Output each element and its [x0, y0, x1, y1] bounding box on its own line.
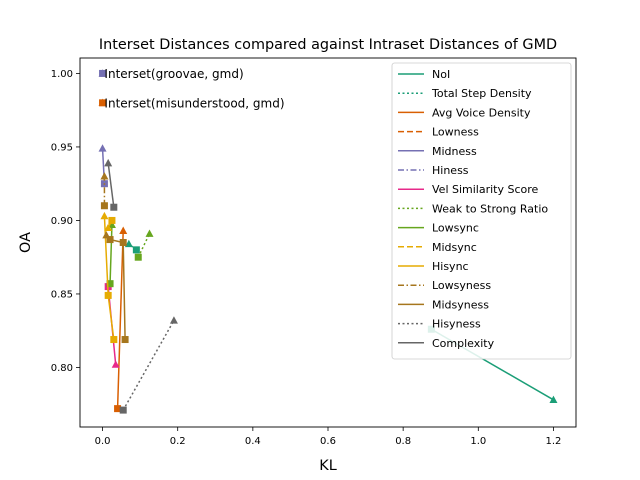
series-line — [116, 230, 124, 409]
legend-label: Hisync — [432, 260, 469, 273]
x-tick-label: 1.2 — [546, 436, 562, 447]
y-tick-label: 0.95 — [51, 143, 73, 154]
legend-entry: Vel Similarity Score — [398, 183, 539, 196]
series-7 — [134, 229, 154, 261]
series-13 — [119, 316, 178, 414]
legend-entry: Midness — [398, 145, 477, 158]
legend-label: Lowsyness — [432, 279, 491, 292]
x-axis: 0.0 0.2 0.4 0.6 0.8 1.0 1.2 — [95, 427, 562, 447]
data-point-end — [98, 98, 107, 107]
series-line — [109, 224, 113, 284]
legend-entry: Complexity — [398, 337, 495, 350]
legend-entry: Total Step Density — [398, 87, 532, 100]
annotation-label: Interset(groovae, gmd) — [104, 67, 243, 81]
data-point-start — [114, 405, 122, 413]
legend-label: Hisyness — [432, 318, 481, 331]
data-point-start — [100, 202, 108, 210]
data-point-start — [134, 253, 142, 261]
legend-entry: Midsyness — [398, 298, 489, 311]
data-point-start — [104, 291, 112, 299]
x-tick-label: 0.0 — [95, 436, 111, 447]
data-point-end — [119, 226, 128, 234]
legend-label: Vel Similarity Score — [432, 183, 539, 196]
data-point-start — [121, 336, 129, 344]
legend-label: Lowness — [432, 126, 479, 139]
x-tick-label: 0.8 — [395, 436, 411, 447]
legend-entry: Midsync — [398, 241, 477, 254]
legend-label: Midness — [432, 145, 477, 158]
legend-label: Midsyness — [432, 298, 489, 311]
data-point-end — [549, 395, 558, 404]
legend-label: Total Step Density — [431, 87, 532, 100]
legend-label: Hiness — [432, 164, 469, 177]
legend-entry: Lowsync — [398, 222, 479, 235]
legend-entry: Hisync — [398, 260, 469, 273]
y-tick-label: 0.85 — [51, 290, 73, 301]
series-12 — [102, 230, 129, 344]
data-point-end — [169, 316, 178, 324]
legend-label: Midsync — [432, 241, 477, 254]
legend-label: Lowsync — [432, 222, 479, 235]
x-tick-label: 0.6 — [320, 436, 336, 447]
series-1 — [124, 239, 140, 254]
data-point-end — [100, 172, 109, 180]
data-point-end — [107, 220, 116, 229]
y-tick-label: 0.80 — [51, 363, 73, 374]
series-5 — [98, 69, 107, 77]
y-axis-label: OA — [18, 232, 34, 253]
series-9 — [104, 216, 116, 231]
data-point-end — [124, 239, 133, 248]
series-3 — [98, 98, 107, 107]
data-point-end — [145, 229, 154, 237]
legend-entry: Lowsyness — [398, 279, 491, 292]
data-point-start — [119, 239, 127, 246]
y-tick-label: 1.00 — [51, 69, 73, 80]
series-14 — [104, 158, 118, 211]
annotations: Interset(groovae, gmd) Interset(misunders… — [104, 67, 284, 110]
y-axis: 0.80 0.85 0.90 0.95 1.00 — [51, 69, 80, 374]
series-11 — [100, 172, 109, 210]
data-point-end — [98, 144, 107, 152]
series-10 — [100, 211, 118, 344]
data-point-start — [108, 216, 116, 224]
series-2 — [114, 226, 128, 413]
series-line — [137, 233, 151, 258]
legend-entry: Weak to Strong Ratio — [398, 202, 548, 215]
data-point-start — [106, 280, 114, 288]
legend-entry: Lowness — [398, 126, 479, 139]
x-tick-label: 1.0 — [470, 436, 486, 447]
legend-entry: Avg Voice Density — [398, 106, 531, 119]
annotation-label: Interset(misunderstood, gmd) — [104, 96, 284, 110]
data-point-end — [104, 223, 113, 231]
data-point-end — [102, 230, 111, 239]
legend-entry: Hiness — [398, 164, 469, 177]
data-point-end — [100, 211, 109, 220]
x-tick-label: 0.4 — [245, 436, 261, 447]
y-tick-label: 0.90 — [51, 216, 73, 227]
data-point-end — [104, 158, 113, 167]
data-point-start — [110, 203, 118, 211]
legend-label: NoI — [432, 68, 450, 81]
legend-entry: Hisyness — [398, 318, 481, 331]
legend-box — [391, 62, 572, 360]
legend-label: Weak to Strong Ratio — [432, 202, 548, 215]
chart-title: Interset Distances compared against Intr… — [99, 37, 557, 53]
data-point-start — [106, 236, 114, 244]
series-line — [107, 163, 115, 208]
legend-label: Avg Voice Density — [432, 106, 531, 119]
legend: NoI Total Step Density Avg Voice Density Lo… — [391, 62, 572, 360]
data-point-end — [98, 69, 107, 77]
data-point-end — [111, 360, 120, 368]
data-point-start — [132, 246, 140, 254]
data-point-start — [119, 406, 127, 414]
legend-label: Complexity — [432, 337, 495, 350]
series-8 — [106, 220, 116, 288]
x-tick-label: 0.2 — [170, 436, 186, 447]
data-point-start — [110, 336, 118, 344]
plot-area — [98, 69, 558, 414]
x-axis-label: KL — [319, 458, 336, 474]
legend-entry: NoI — [398, 68, 450, 81]
series-line — [122, 320, 175, 411]
